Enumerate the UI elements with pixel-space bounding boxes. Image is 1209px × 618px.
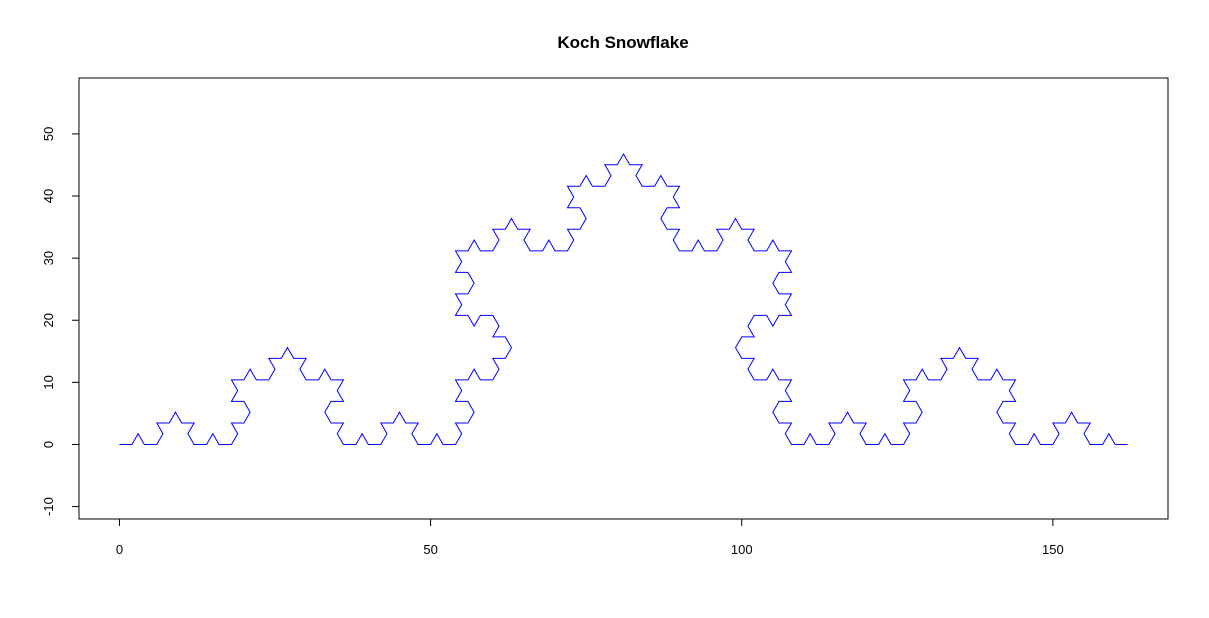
y-tick-label: -10 [41,497,56,516]
x-tick-label: 100 [731,542,753,557]
plot-frame [78,77,1169,520]
y-tick-label: 30 [41,251,56,265]
x-axis: 0 50 100 150 [116,518,1064,557]
x-tick-label: 150 [1042,542,1064,557]
y-axis: -10 0 10 20 30 40 50 [41,127,80,516]
series-layer [119,152,1128,445]
x-tick-label: 50 [423,542,437,557]
y-tick-label: 50 [41,127,56,141]
y-tick-label: 0 [41,441,56,448]
y-tick-label: 40 [41,189,56,203]
x-tick-label: 0 [116,542,123,557]
y-tick-label: 20 [41,313,56,327]
koch-curve-line [119,152,1128,445]
y-tick-label: 10 [41,375,56,389]
chart-title: Koch Snowflake [557,33,688,52]
